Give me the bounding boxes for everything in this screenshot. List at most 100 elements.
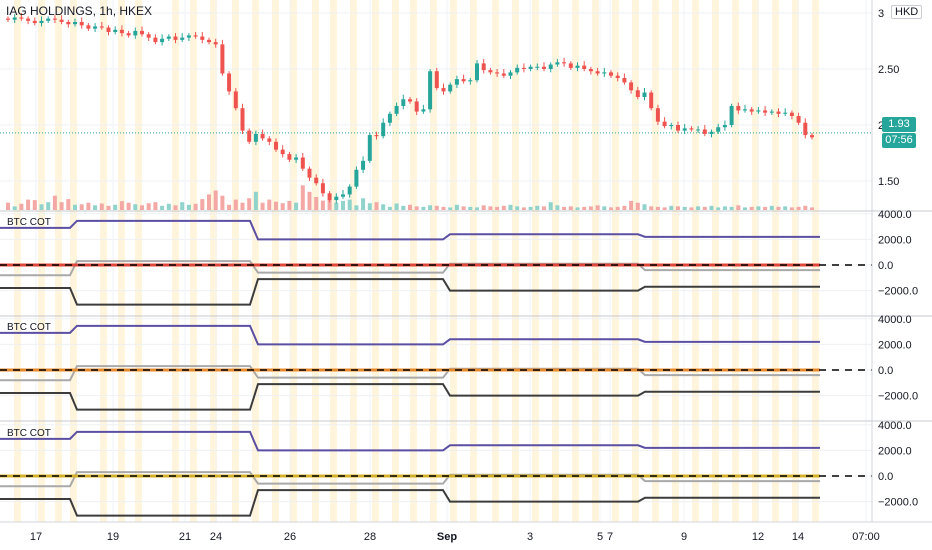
session-band — [652, 0, 659, 522]
session-band — [792, 0, 799, 522]
candle-body — [568, 63, 573, 68]
candle-body — [501, 73, 506, 76]
candle-body — [434, 71, 439, 89]
candle-body — [702, 129, 707, 134]
session-band — [410, 0, 417, 522]
candle-body — [769, 111, 774, 113]
session-band — [330, 0, 337, 522]
candle-body — [200, 36, 205, 40]
candle-body — [736, 105, 741, 111]
volume-bar — [475, 207, 479, 210]
candle-body — [622, 77, 627, 83]
volume-bar — [414, 206, 419, 210]
volume-bar — [682, 206, 687, 210]
candle-body — [789, 112, 794, 117]
candle-body — [696, 129, 701, 131]
candle-body — [555, 62, 560, 65]
volume-bar — [588, 206, 593, 210]
volume-bar — [374, 202, 379, 210]
volume-bar — [428, 205, 433, 210]
volume-bar — [320, 200, 325, 210]
volume-bar — [709, 205, 714, 210]
candle-body — [676, 125, 680, 131]
volume-bar — [240, 202, 245, 210]
candle-body — [160, 38, 165, 43]
candle-body — [367, 135, 372, 161]
volume-bar — [495, 206, 500, 210]
currency-badge[interactable]: HKD — [891, 5, 923, 19]
volume-bar — [689, 207, 694, 210]
candle-body — [548, 64, 553, 69]
last-price-tag: 1.93 — [882, 117, 916, 132]
candle-body — [267, 138, 272, 142]
session-band — [712, 0, 719, 522]
candle-body — [73, 21, 77, 25]
cot-series-line — [0, 219, 820, 241]
volume-bar — [193, 203, 198, 210]
volume-bar — [86, 202, 91, 210]
cot-series-line — [0, 365, 820, 382]
volume-bar — [702, 206, 707, 210]
volume-bar — [32, 200, 37, 210]
time-tick-label: 19 — [107, 531, 119, 543]
volume-bar — [207, 194, 211, 210]
volume-bar — [314, 197, 319, 210]
volume-bar — [119, 201, 124, 210]
candle-body — [119, 29, 124, 34]
candle-body — [354, 169, 359, 187]
candle-body — [515, 67, 520, 73]
candle-body — [227, 73, 232, 92]
candle-body — [26, 18, 31, 21]
cot-tick-label: −2000.0 — [878, 497, 918, 509]
volume-bar — [655, 206, 660, 210]
candle-body — [394, 105, 399, 114]
session-band — [252, 0, 259, 522]
cot-tick-label: 2000.0 — [878, 339, 912, 351]
candle-body — [213, 42, 218, 45]
volume-bar — [153, 202, 158, 210]
candle-body — [629, 82, 634, 91]
session-band — [592, 0, 599, 522]
candle-body — [12, 17, 17, 20]
candle-body — [153, 37, 158, 43]
volume-bars — [6, 185, 814, 210]
candle-body — [635, 90, 640, 97]
volume-bar — [635, 202, 640, 210]
price-tick-label: 2.50 — [878, 64, 899, 76]
time-tick-label: 5 — [597, 531, 603, 543]
candle-body — [421, 109, 426, 112]
volume-bar — [300, 185, 305, 210]
volume-bar — [394, 203, 399, 210]
session-band — [392, 0, 399, 522]
session-band — [512, 0, 519, 522]
candle-body — [763, 110, 768, 113]
volume-bar — [783, 206, 788, 210]
volume-bar — [521, 207, 526, 210]
volume-bar — [629, 200, 634, 210]
cot-panel-2-title: BTC COT — [7, 322, 51, 333]
candle-body — [655, 108, 660, 122]
candle-body — [528, 66, 533, 69]
candle-body — [361, 160, 366, 170]
candle-body — [602, 72, 607, 74]
cot-lines — [0, 219, 872, 517]
candle-body — [461, 79, 466, 82]
volume-bar — [468, 206, 473, 210]
candle-body — [428, 71, 433, 110]
volume-bar — [434, 205, 439, 210]
candle-body — [52, 18, 57, 20]
session-band — [752, 0, 759, 522]
volume-bar — [99, 203, 104, 210]
candle-body — [716, 127, 721, 132]
cot-tick-label: −2000.0 — [878, 391, 918, 403]
candle-body — [441, 88, 446, 92]
candle-body — [401, 99, 406, 106]
candle-body — [93, 26, 98, 29]
time-tick-label: 26 — [284, 531, 296, 543]
volume-bar — [220, 195, 225, 210]
volume-bar — [387, 206, 392, 210]
volume-bar — [662, 207, 667, 210]
volume-bar — [287, 200, 292, 210]
volume-bar — [280, 203, 285, 210]
